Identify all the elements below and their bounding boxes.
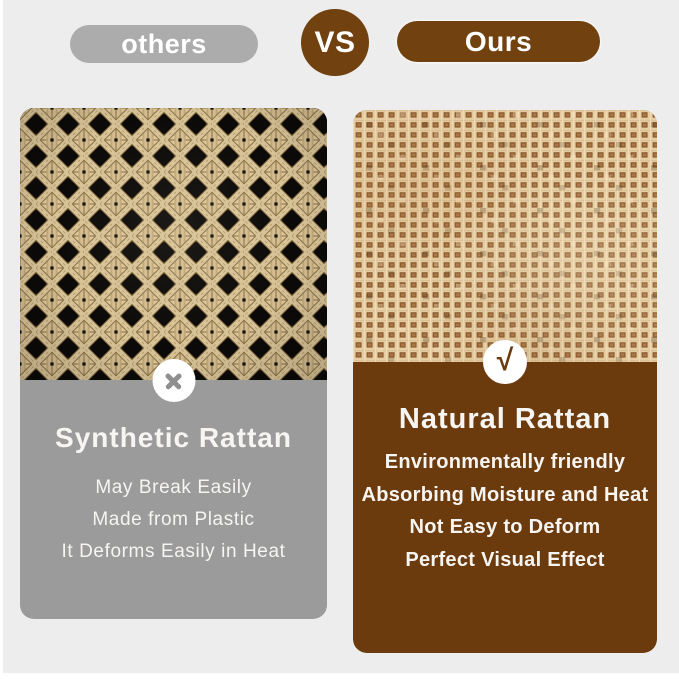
vs-badge: VS [301,9,369,76]
synthetic-rattan-points: May Break Easily Made from Plastic It De… [20,472,327,568]
natural-rattan-points: Environmentally friendly Absorbing Moist… [353,446,657,576]
synthetic-rattan-panel: Synthetic Rattan May Break Easily Made f… [20,108,327,619]
synthetic-point: May Break Easily [95,477,252,498]
check-mark-glyph: √ [496,344,514,377]
synthetic-rattan-photo [20,108,327,380]
synthetic-rattan-title: Synthetic Rattan [55,422,292,453]
ours-badge-label: Ours [464,25,533,57]
synthetic-point: Made from Plastic [92,509,255,530]
synthetic-point: It Deforms Easily in Heat [61,541,286,562]
ours-badge: Ours [397,21,600,62]
synthetic-rattan-card: Synthetic Rattan May Break Easily Made f… [20,380,327,568]
natural-rattan-panel: √ Natural Rattan Environmentally friendl… [353,110,657,653]
natural-rattan-photo [353,110,657,362]
x-mark-glyph [163,370,185,392]
natural-point: Absorbing Moisture and Heat [361,483,649,506]
others-badge: others [70,25,258,63]
natural-rattan-card: Natural Rattan Environmentally friendly … [353,362,657,576]
natural-rattan-title: Natural Rattan [398,403,612,435]
natural-point: Not Easy to Deform [409,516,601,538]
others-badge-label: others [121,28,207,59]
vs-badge-label: VS [314,25,356,59]
natural-point: Environmentally friendly [384,451,626,473]
check-mark-icon: √ [483,340,527,384]
natural-point: Perfect Visual Effect [405,548,605,571]
x-mark-icon [152,359,195,402]
